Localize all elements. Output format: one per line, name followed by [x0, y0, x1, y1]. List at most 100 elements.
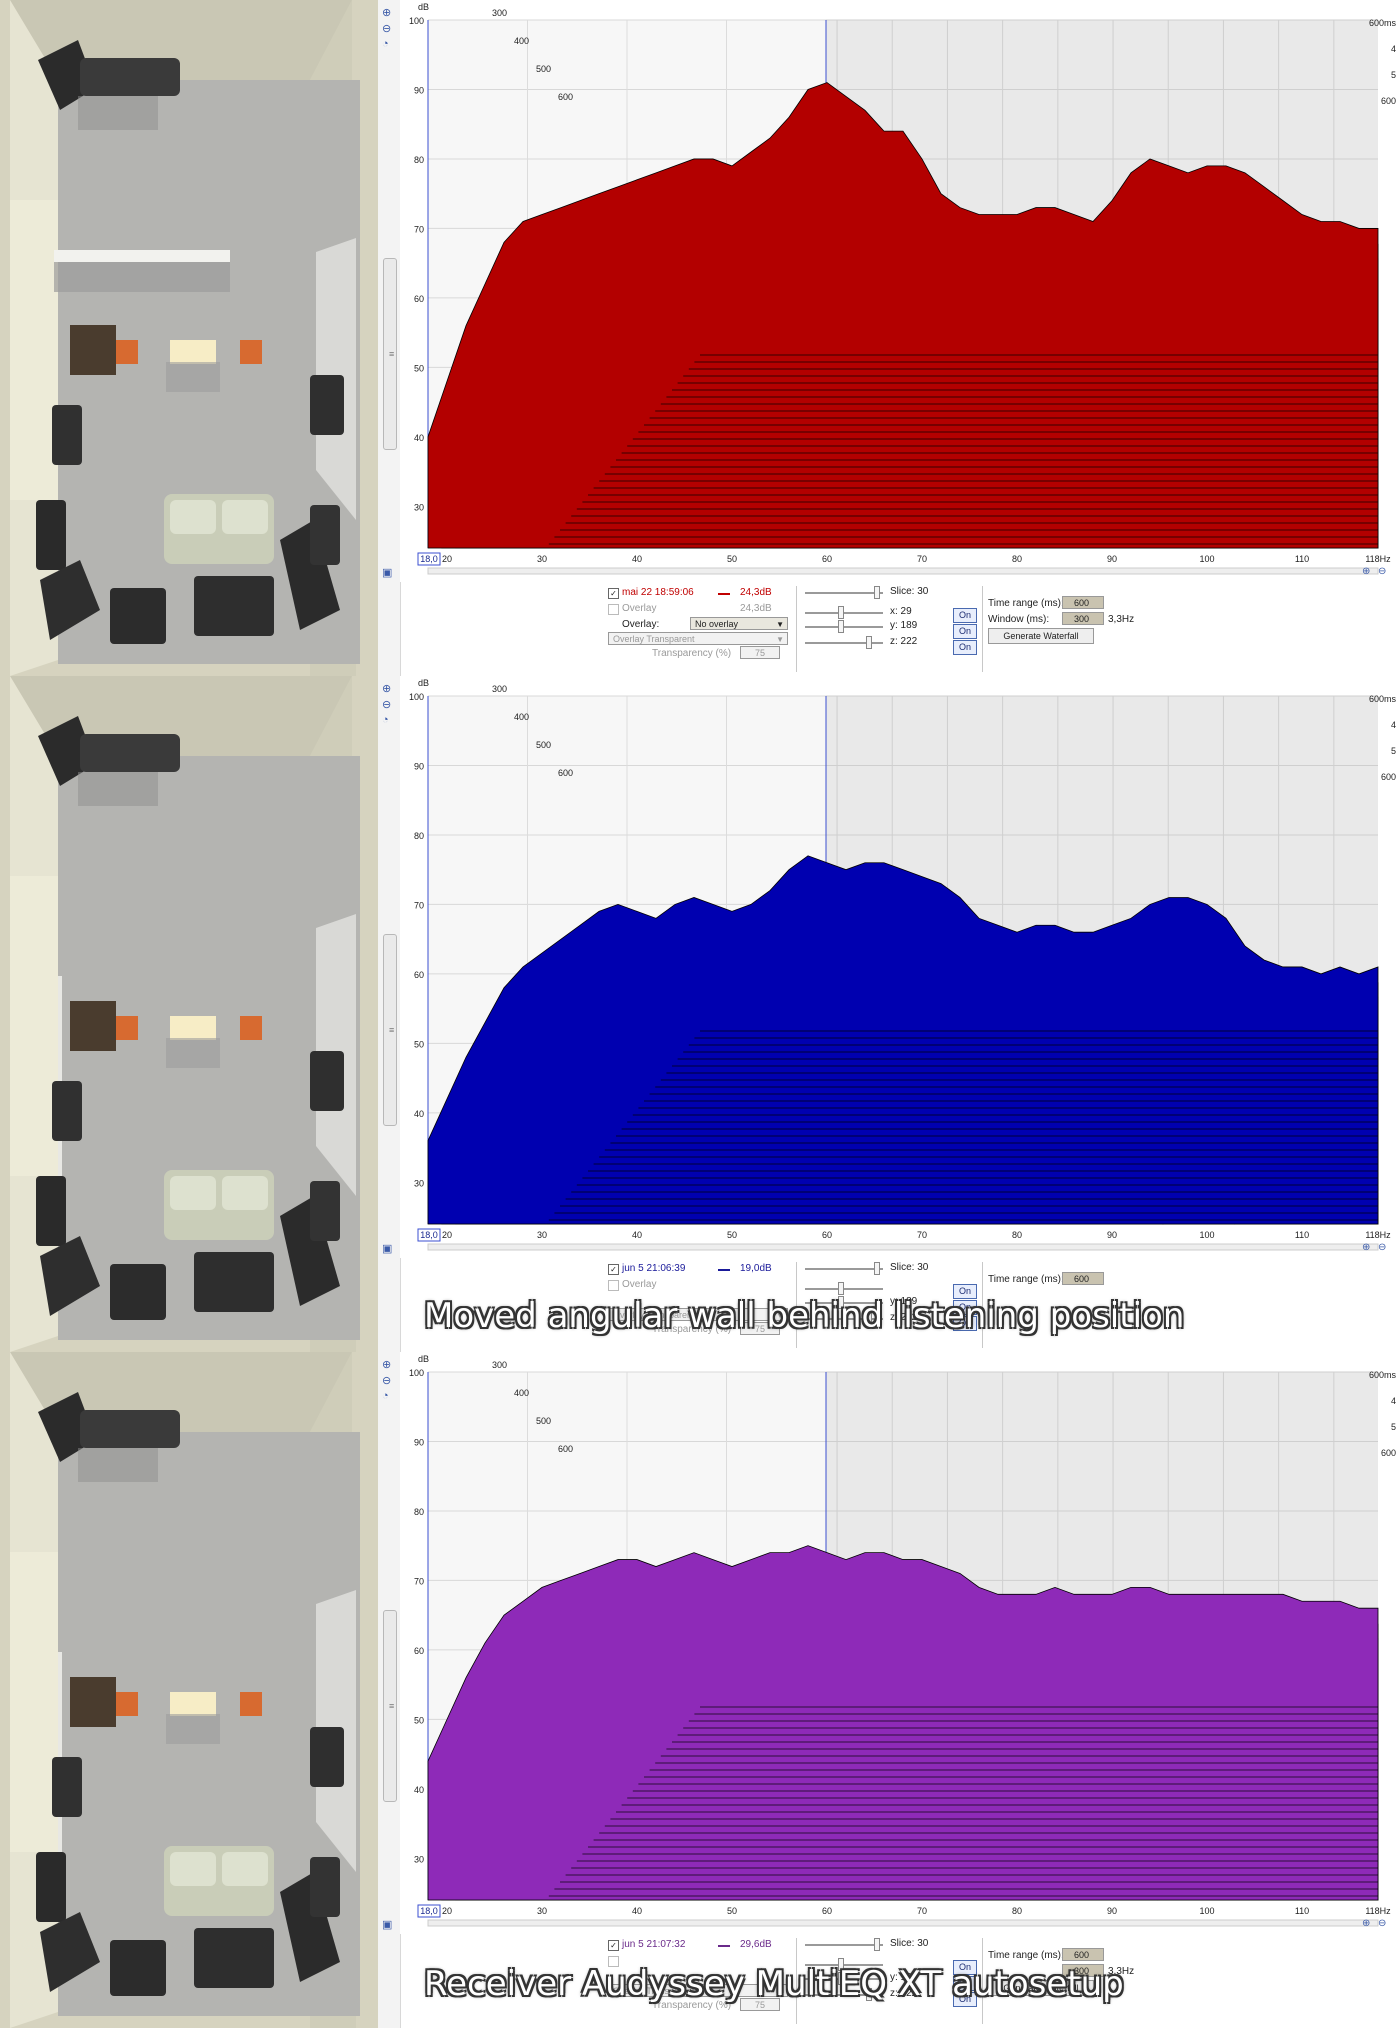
x-tick-label: 30 [537, 554, 547, 564]
on-button[interactable]: On [953, 1284, 977, 1299]
x-slider[interactable] [805, 606, 883, 619]
x-slider-thumb[interactable] [838, 606, 845, 619]
y-slider-thumb[interactable] [838, 620, 845, 633]
window-input[interactable]: 300 [1062, 612, 1104, 625]
on-button[interactable]: On [953, 1960, 977, 1975]
x-tick-label: 100 [1199, 554, 1214, 564]
slice-slider-thumb[interactable] [873, 1938, 880, 1951]
save-icon[interactable]: ▣ [382, 1919, 393, 1931]
x-start-box [417, 1904, 441, 1918]
vertical-scrollbar[interactable]: ⊕ ⊖ ◔ ≡ ▣ [378, 0, 401, 676]
time-range-label: Time range (ms): [988, 598, 1064, 609]
horizontal-scrollbar[interactable] [427, 567, 1379, 575]
on-button-label: On [958, 1318, 971, 1328]
waterfall-controls: ✓ jun 5 21:06:39 19,0dB Overlay Overlay Tran… [400, 1258, 1400, 1352]
overlay-mode-select[interactable]: Overlay Transparent ▼ [608, 1984, 788, 1997]
z-slider[interactable] [805, 1312, 883, 1325]
z-tick-label: 600 [558, 768, 573, 778]
scrollbar-thumb[interactable]: ≡ [383, 934, 397, 1126]
overlay-select[interactable]: No overlay ▼ [690, 617, 788, 630]
horizontal-scrollbar[interactable] [427, 1919, 1379, 1927]
y-slider[interactable] [805, 620, 883, 633]
on-button[interactable]: On [953, 1300, 977, 1315]
x-slider[interactable] [805, 1282, 883, 1295]
x-tick-label: 100 [1199, 1230, 1214, 1240]
z-slider-thumb[interactable] [866, 1312, 873, 1325]
time-range-input[interactable]: 600 [1062, 1948, 1104, 1961]
waterfall-controls: ✓ jun 5 21:07:32 29,6dB Overlay Transparent… [400, 1934, 1400, 2028]
y-slider-label: y: 189 [890, 1296, 918, 1307]
generate-waterfall-button[interactable]: Generate Waterfall [988, 628, 1094, 644]
on-button[interactable]: On [953, 1992, 977, 2007]
overlay-checkbox[interactable] [608, 1280, 619, 1291]
zoom-fit-icon[interactable]: ◔ [382, 1390, 389, 1402]
z-tick-label: 500 [536, 1416, 551, 1426]
zoom-fit-icon[interactable]: ◔ [382, 38, 389, 50]
transparency-input[interactable]: 75 [740, 646, 780, 659]
time-range-input[interactable]: 600 [1062, 596, 1104, 609]
slice-slider[interactable] [805, 1938, 883, 1951]
overlay-mode-select[interactable]: Overlay Transparent ▼ [608, 1308, 788, 1321]
x-tick-label: 80 [1012, 1230, 1022, 1240]
slice-slider-thumb[interactable] [873, 586, 880, 599]
generate-waterfall-button[interactable]: Generate Waterfall [988, 1980, 1094, 1996]
y-slider[interactable] [805, 1296, 883, 1309]
on-button[interactable]: On [953, 608, 977, 623]
y-slider-label: y: 189 [890, 620, 918, 631]
time-range-input[interactable]: 600 [1062, 1272, 1104, 1285]
measurement-checkbox[interactable]: ✓ [608, 1264, 619, 1275]
horizontal-scrollbar[interactable] [427, 1243, 1379, 1251]
z-slider-thumb[interactable] [866, 636, 873, 649]
x-tick-label: 50 [727, 1230, 737, 1240]
h-zoom-in-icon: ⊕ [1362, 1242, 1370, 1253]
x-tick-label: 40 [632, 554, 642, 564]
measurement-checkbox[interactable]: ✓ [608, 588, 619, 599]
window-input[interactable]: 300 [1062, 1964, 1104, 1977]
y-slider-thumb[interactable] [838, 1972, 845, 1985]
on-button[interactable]: On [953, 624, 977, 639]
transparency-input[interactable]: 75 [740, 1322, 780, 1335]
on-button[interactable]: On [953, 1316, 977, 1331]
measurement-checkbox[interactable]: ✓ [608, 1940, 619, 1951]
z-slider[interactable] [805, 636, 883, 649]
on-button[interactable]: On [953, 1976, 977, 1991]
zoom-in-icon[interactable]: ⊕ [382, 683, 392, 695]
slice-slider[interactable] [805, 1262, 883, 1275]
zoom-in-icon[interactable]: ⊕ [382, 7, 392, 19]
zoom-out-icon[interactable]: ⊖ [382, 699, 392, 711]
on-button[interactable]: On [953, 640, 977, 655]
floor-hatch [548, 1030, 1378, 1221]
x-slider-thumb[interactable] [838, 1958, 845, 1971]
save-icon[interactable]: ▣ [382, 567, 393, 579]
y-slider-thumb[interactable] [838, 1296, 845, 1309]
y-slider[interactable] [805, 1972, 883, 1985]
scrollbar-thumb[interactable]: ≡ [383, 258, 397, 450]
y-tick-label: 100 [409, 16, 424, 26]
x-tick-label: 30 [537, 1906, 547, 1916]
x-tick-label: 20 [442, 1230, 452, 1240]
save-icon[interactable]: ▣ [382, 1243, 393, 1255]
window-value: 300 [1073, 1966, 1089, 1976]
y-tick-label: 50 [414, 1039, 424, 1049]
vertical-scrollbar[interactable]: ⊕ ⊖ ◔ ≡ ▣ [378, 1352, 401, 2028]
zoom-fit-icon[interactable]: ◔ [382, 714, 389, 726]
zoom-out-icon[interactable]: ⊖ [382, 1375, 392, 1387]
overlay-mode-select[interactable]: Overlay Transparent ▼ [608, 632, 788, 645]
z-slider[interactable] [805, 1988, 883, 2001]
zoom-out-icon[interactable]: ⊖ [382, 23, 392, 35]
x-slider[interactable] [805, 1958, 883, 1971]
slice-slider-label: Slice: 30 [890, 1262, 929, 1273]
slice-slider[interactable] [805, 586, 883, 599]
slice-slider-thumb[interactable] [873, 1262, 880, 1275]
transparency-value: 75 [754, 648, 765, 658]
transparency-input[interactable]: 75 [740, 1998, 780, 2011]
overlay-checkbox[interactable] [608, 604, 619, 615]
z-slider-thumb[interactable] [866, 1988, 873, 2001]
h-zoom-out-icon: ⊖ [1378, 566, 1386, 577]
vertical-scrollbar[interactable]: ⊕ ⊖ ◔ ≡ ▣ [378, 676, 401, 1352]
x-slider-thumb[interactable] [838, 1282, 845, 1295]
zoom-in-icon[interactable]: ⊕ [382, 1359, 392, 1371]
overlay-checkbox[interactable] [608, 1956, 619, 1967]
scrollbar-thumb[interactable]: ≡ [383, 1610, 397, 1802]
overlay-check-label: Overlay [622, 1279, 657, 1290]
